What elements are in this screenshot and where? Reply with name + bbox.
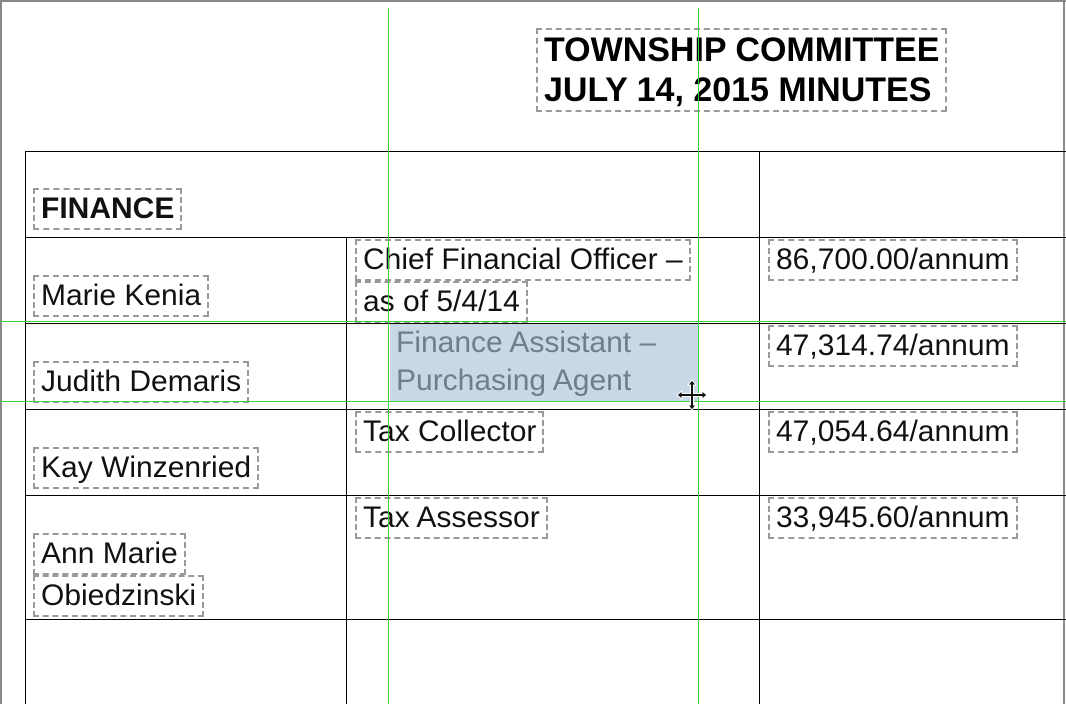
title-line: JULY 14, 2015 MINUTES [544,71,932,109]
title-line: TOWNSHIP COMMITTEE [544,31,940,69]
table-rule [25,495,1066,496]
name: Marie Kenia [33,275,210,317]
position-cell: Tax Collector [355,411,545,453]
salary: 47,054.64/annum [768,411,1018,453]
table-rule [25,151,1066,152]
position[interactable]: Finance Assistant – [390,324,663,362]
name: Judith Demaris [33,361,250,403]
page-edge [1063,0,1065,704]
name-cell: Judith Demaris [33,361,250,403]
guide-line [0,321,1066,322]
guide-line [388,8,389,704]
table-rule [25,409,1066,410]
position-cell: Tax Assessor [355,497,548,539]
salary: 86,700.00/annum [768,239,1018,281]
position[interactable]: Purchasing Agent [390,362,638,400]
salary-cell: 47,314.74/annum [768,325,1018,367]
move-cursor [676,379,708,411]
position-cell: Finance Assistant – Purchasing Agent [390,324,698,402]
position: as of 5/4/14 [355,281,528,323]
position: Tax Collector [355,411,545,453]
name-cell: Kay Winzenried [33,447,260,489]
salary: 47,314.74/annum [768,325,1018,367]
table-rule [346,237,347,704]
position-cell: Chief Financial Officer – as of 5/4/14 [355,239,691,323]
guide-line [0,401,1066,402]
name: Obiedzinski [33,575,205,617]
name-cell: Marie Kenia [33,275,210,317]
salary-cell: 47,054.64/annum [768,411,1018,453]
title: TOWNSHIP COMMITTEE JULY 14, 2015 MINUTES [536,28,948,112]
table-rule [25,323,1066,324]
table-rule [25,151,26,704]
salary: 33,945.60/annum [768,497,1018,539]
table-rule [25,619,1066,620]
page-edge [0,0,1066,2]
position: Tax Assessor [355,497,548,539]
table-rule [759,151,760,704]
page-edge [0,0,2,704]
table-rule [25,237,1066,238]
name: Kay Winzenried [33,447,260,489]
salary-cell: 33,945.60/annum [768,497,1018,539]
name: Ann Marie [33,533,186,575]
name-cell: Ann Marie Obiedzinski [33,533,205,617]
guide-line [698,8,699,704]
section-label: FINANCE [33,188,183,230]
position: Chief Financial Officer – [355,239,691,281]
salary-cell: 86,700.00/annum [768,239,1018,281]
